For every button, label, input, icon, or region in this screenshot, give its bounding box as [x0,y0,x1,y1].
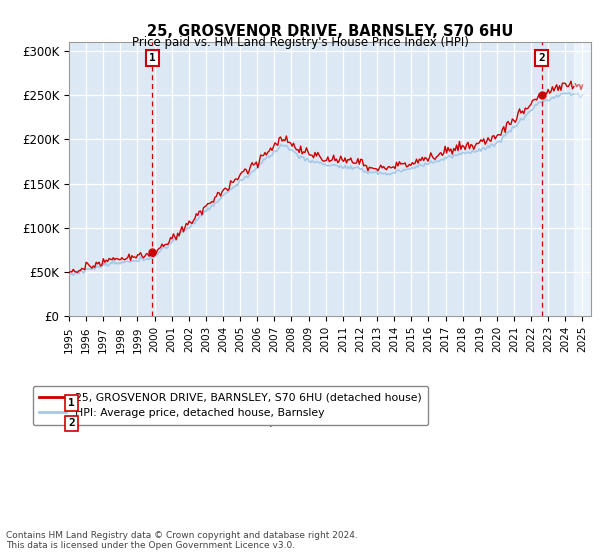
Text: £250,000: £250,000 [241,418,295,428]
Title: 25, GROSVENOR DRIVE, BARNSLEY, S70 6HU: 25, GROSVENOR DRIVE, BARNSLEY, S70 6HU [147,25,513,39]
Text: Contains HM Land Registry data © Crown copyright and database right 2024.
This d: Contains HM Land Registry data © Crown c… [6,530,358,550]
Text: 12-NOV-1999: 12-NOV-1999 [103,398,177,408]
Text: 10-AUG-2022: 10-AUG-2022 [103,418,177,428]
Text: 1% ↑ HPI: 1% ↑ HPI [351,418,405,428]
Text: 2: 2 [68,418,75,428]
Text: 1: 1 [68,398,75,408]
Bar [574,42,591,316]
Text: £72,500: £72,500 [241,398,289,408]
Text: 6% ↑ HPI: 6% ↑ HPI [351,398,405,408]
Legend: 25, GROSVENOR DRIVE, BARNSLEY, S70 6HU (detached house), HPI: Average price, det: 25, GROSVENOR DRIVE, BARNSLEY, S70 6HU (… [32,386,428,424]
Text: 2: 2 [538,53,545,63]
Text: 1: 1 [149,53,156,63]
Text: Price paid vs. HM Land Registry's House Price Index (HPI): Price paid vs. HM Land Registry's House … [131,36,469,49]
